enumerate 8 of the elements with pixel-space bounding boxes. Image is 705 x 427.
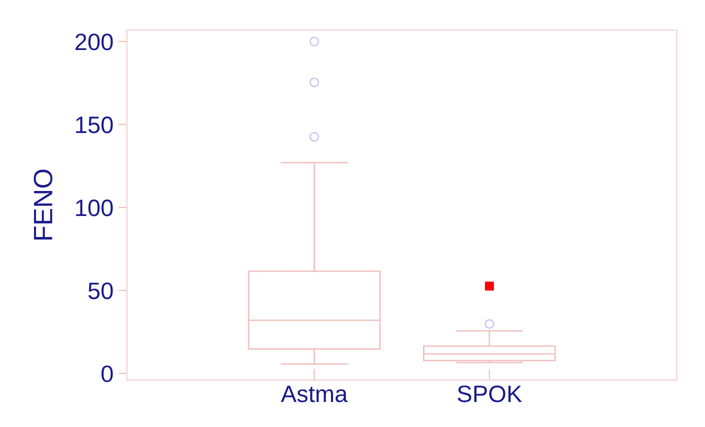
y-tick-label: 150 — [76, 116, 113, 134]
y-tick-label: 100 — [76, 200, 113, 216]
y-tick-label: 200 — [76, 34, 113, 50]
x-tick-label: Astma — [280, 386, 348, 402]
y-tick-label: 0 — [102, 365, 113, 382]
y-tick-label: 50 — [88, 282, 113, 300]
y-axis-title: FENO — [34, 170, 52, 240]
x-tick-label: SPOK — [458, 386, 522, 402]
